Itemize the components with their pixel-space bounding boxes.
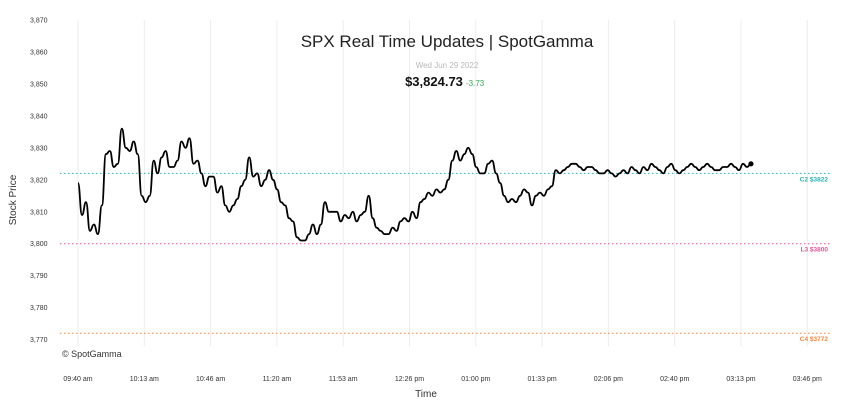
y-tick-label: 3,860 — [30, 49, 48, 56]
level-label: C4 $3772 — [800, 336, 829, 343]
x-tick-label: 09:40 am — [63, 376, 92, 383]
y-tick-label: 3,840 — [30, 113, 48, 120]
x-axis-title: Time — [415, 389, 437, 400]
y-tick-label: 3,770 — [30, 337, 48, 344]
y-tick-label: 3,800 — [30, 241, 48, 248]
x-tick-label: 11:53 am — [329, 376, 358, 383]
price-change: -3.73 — [466, 79, 485, 88]
y-tick-label: 3,780 — [30, 305, 48, 312]
x-axis-ticks: 09:40 am 10:13 am 10:46 am 11:20 am 11:53 am… — [63, 376, 822, 383]
level-lines: C2 $3822 L3 $3800 C4 $3772 — [60, 172, 830, 343]
level-label: L3 $3800 — [801, 247, 829, 254]
last-price-marker — [748, 161, 754, 167]
y-tick-label: 3,810 — [30, 209, 48, 216]
level-label: C2 $3822 — [800, 176, 829, 183]
y-tick-label: 3,790 — [30, 273, 48, 280]
chart-title: SPX Real Time Updates | SpotGamma — [301, 32, 594, 51]
x-tick-label: 10:13 am — [130, 376, 159, 383]
grid — [77, 20, 808, 346]
y-tick-label: 3,850 — [30, 81, 48, 88]
x-tick-label: 11:20 am — [263, 376, 292, 383]
x-tick-label: 01:33 pm — [528, 376, 557, 383]
x-tick-label: 02:40 pm — [660, 376, 689, 383]
price-line — [77, 127, 752, 242]
x-tick-label: 03:13 pm — [726, 376, 755, 383]
current-price: $3,824.73 — [405, 74, 463, 89]
y-tick-label: 3,830 — [30, 145, 48, 152]
x-tick-label: 01:00 pm — [461, 376, 490, 383]
price-series — [77, 127, 754, 242]
chart-date: Wed Jun 29 2022 — [416, 61, 479, 70]
y-tick-label: 3,870 — [30, 18, 48, 25]
y-axis-ticks: 3,770 3,780 3,790 3,800 3,810 3,820 3,830 3,840… — [30, 18, 48, 345]
x-tick-label: 12:26 pm — [395, 376, 424, 383]
y-tick-label: 3,820 — [30, 177, 48, 184]
x-tick-label: 10:46 am — [196, 376, 225, 383]
x-tick-label: 02:06 pm — [594, 376, 623, 383]
y-axis-title: Stock Price — [8, 174, 19, 225]
watermark-text: © SpotGamma — [62, 349, 122, 359]
x-tick-label: 03:46 pm — [793, 376, 822, 383]
